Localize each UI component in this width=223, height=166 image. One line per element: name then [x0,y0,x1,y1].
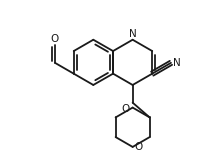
Text: N: N [173,58,181,68]
Text: O: O [135,142,143,152]
Text: N: N [129,29,136,39]
Text: O: O [50,34,58,44]
Text: O: O [122,104,130,114]
